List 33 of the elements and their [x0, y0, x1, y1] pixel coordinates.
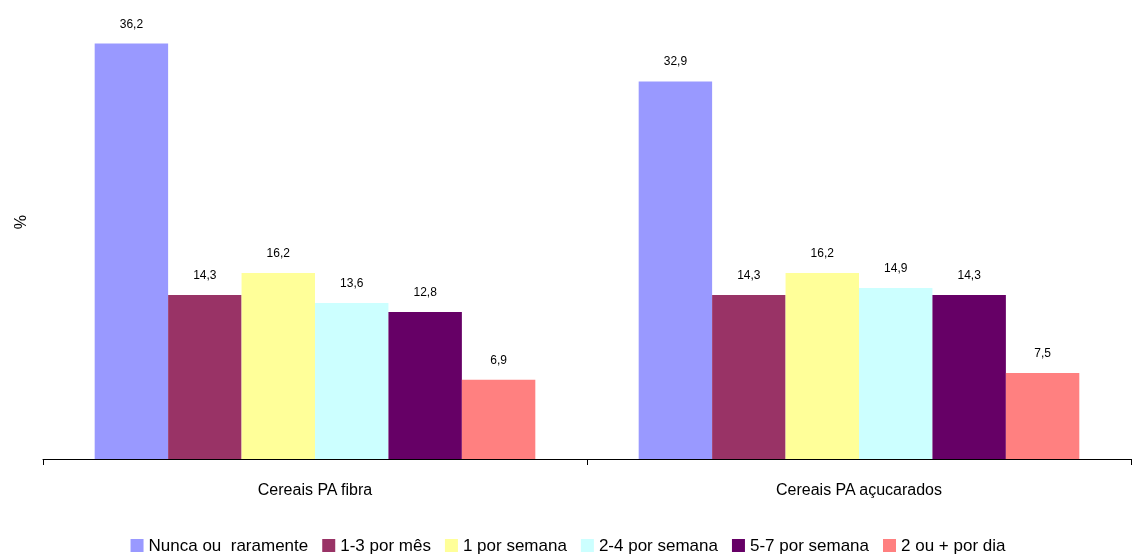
- bar: [388, 312, 462, 459]
- bar: [712, 294, 786, 459]
- bar: [859, 288, 933, 459]
- bar: [461, 379, 536, 459]
- data-label: 14,9: [884, 261, 908, 276]
- bar: [315, 302, 389, 459]
- legend-label: 5-7 por semana: [749, 536, 870, 555]
- legend-label: Nunca ou raramente: [148, 536, 309, 555]
- bar: [785, 273, 859, 459]
- data-label: 14,3: [737, 267, 761, 282]
- legend-label: 1-3 por mês: [340, 536, 431, 555]
- bar: [241, 273, 315, 459]
- data-label: 14,3: [957, 267, 982, 282]
- legend-label: 1 por semana: [462, 536, 568, 555]
- bar: [168, 294, 242, 459]
- data-label: 12,8: [413, 285, 438, 300]
- bar: [932, 294, 1006, 459]
- data-label: 32,9: [663, 54, 688, 69]
- data-label: 6,9: [490, 352, 508, 367]
- legend-label: 2 ou + por dia: [901, 536, 1007, 555]
- x-tick-label: Cereais PA fibra: [257, 480, 373, 498]
- data-label: 16,2: [810, 246, 835, 261]
- bar: [1005, 372, 1080, 459]
- data-label: 36,2: [119, 16, 144, 31]
- x-tick-label: Cereais PA açucarados: [775, 480, 943, 498]
- y-axis-title: %: [11, 214, 29, 230]
- legend-label: 2-4 por semana: [598, 536, 719, 555]
- data-label: 16,2: [266, 246, 291, 261]
- data-label: 7,5: [1034, 345, 1052, 360]
- bar: [94, 43, 169, 459]
- bar: [638, 81, 713, 459]
- data-label: 13,6: [340, 275, 364, 290]
- data-label: 14,3: [193, 267, 217, 282]
